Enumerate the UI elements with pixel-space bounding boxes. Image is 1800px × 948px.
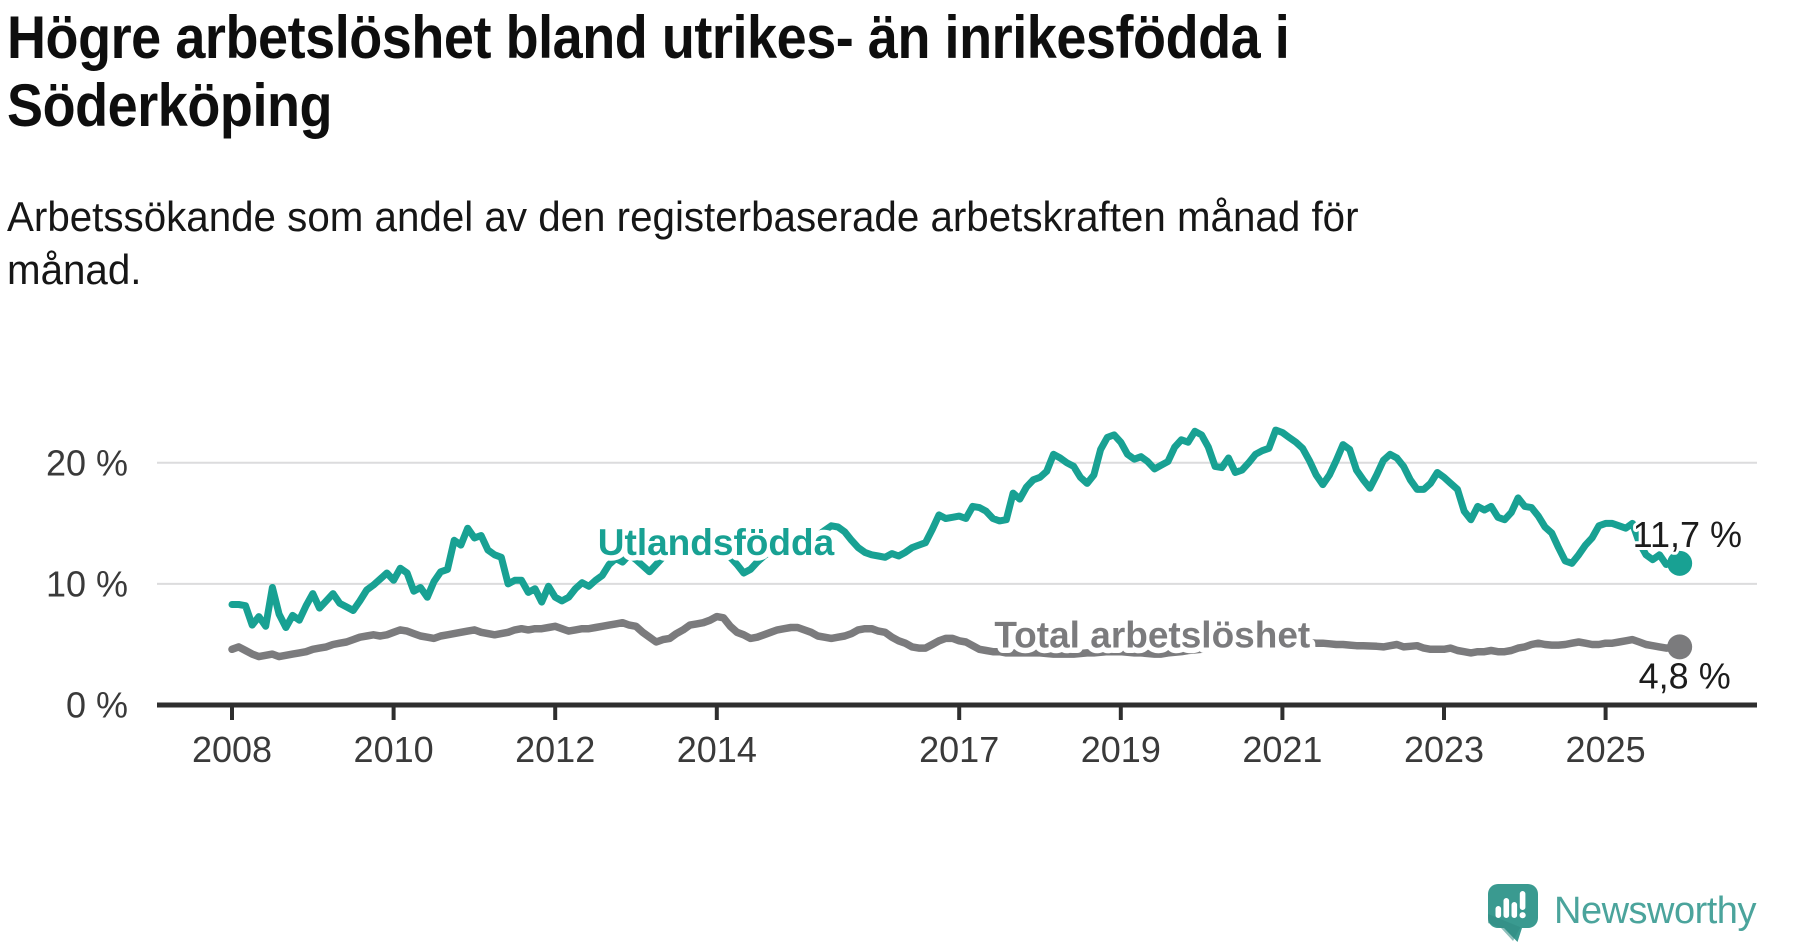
x-tick-label-2017: 2017 <box>919 729 999 770</box>
x-tick-label-2012: 2012 <box>515 729 595 770</box>
logo-wordmark: Newsworthy <box>1554 890 1756 932</box>
chart-subtitle: Arbetssökande som andel av den registerb… <box>7 190 1359 296</box>
y-tick-label-0: 0 % <box>66 685 128 726</box>
series-label-utlandsf-dda: Utlandsfödda <box>598 522 835 563</box>
series-end-value-utlandsf-dda: 11,7 % <box>1633 514 1742 555</box>
series-end-dot-total-arbetsl-shet <box>1667 634 1693 660</box>
x-tick-label-2008: 2008 <box>192 729 272 770</box>
title-line: Söderköping <box>7 72 333 139</box>
page-title: Högre arbetslöshet bland utrikes- än inr… <box>7 4 1290 140</box>
series-label-total-arbetsl-shet: Total arbetslöshet <box>994 614 1310 655</box>
x-tick-label-2025: 2025 <box>1566 729 1646 770</box>
y-tick-label-10: 10 % <box>46 563 128 604</box>
logo-bar-chart-glyph <box>1495 898 1518 918</box>
subtitle-line: månad. <box>7 246 142 293</box>
logo-bubble-tail-shadow <box>1488 914 1521 941</box>
series-end-dot-utlandsf-dda <box>1667 550 1693 576</box>
logo-exclamation-glyph <box>1519 891 1526 919</box>
title-line: Högre arbetslöshet bland utrikes- än inr… <box>7 4 1290 71</box>
x-tick-label-2023: 2023 <box>1404 729 1484 770</box>
series-line-total-arbetsl-shet <box>228 612 1684 661</box>
series-end-value-total-arbetsl-shet: 4,8 % <box>1639 655 1731 696</box>
subtitle-line: Arbetssökande som andel av den registerb… <box>7 193 1359 240</box>
series-line-utlandsf-dda <box>228 426 1684 631</box>
x-tick-label-2010: 2010 <box>354 729 434 770</box>
newsworthy-logo: Newsworthy <box>1487 883 1756 945</box>
x-tick-label-2014: 2014 <box>677 729 757 770</box>
newsworthy-speech-bubble-chart-icon <box>1488 884 1538 942</box>
x-tick-label-2021: 2021 <box>1242 729 1322 770</box>
x-tick-label-2019: 2019 <box>1081 729 1161 770</box>
y-tick-label-20: 20 % <box>46 442 128 483</box>
